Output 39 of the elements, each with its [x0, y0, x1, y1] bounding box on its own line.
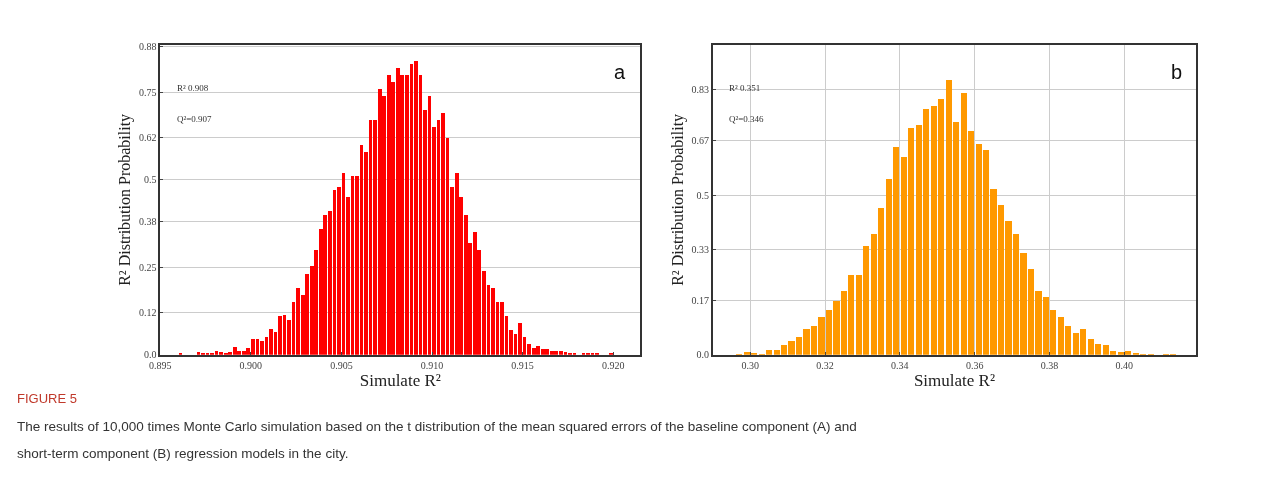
y-tick-label: 0.67: [691, 135, 710, 147]
y-tick-label: 0.5: [144, 174, 157, 186]
y-tick-label: 0.5: [696, 189, 710, 201]
x-tick-label: 0.915: [511, 359, 534, 371]
y-tick-label: 0.17: [691, 295, 710, 306]
annotation: R² 0.351: [729, 83, 761, 93]
x-tick-label: 0.920: [601, 359, 625, 371]
x-tick-label: 0.30: [741, 359, 759, 371]
x-tick-label: 0.900: [239, 359, 263, 371]
y-tick-label: 0.38: [139, 216, 157, 228]
x-tick-label: 0.40: [1115, 359, 1134, 371]
x-axis-title: Simulate R²: [913, 370, 996, 390]
x-tick-label: 0.905: [330, 359, 353, 371]
x-tick-label: 0.895: [149, 359, 172, 371]
y-tick-label: 0.12: [139, 307, 157, 319]
annotation: b: [1171, 61, 1183, 83]
y-axis-title: R² Distribution Probability: [116, 113, 135, 286]
y-tick-label: 0.75: [139, 86, 157, 98]
y-tick-label: 0.88: [139, 41, 157, 53]
x-axis-title: Simulate R²: [359, 370, 441, 390]
x-tick-label: 0.32: [816, 359, 834, 371]
annotation: Q²=0.907: [177, 114, 213, 124]
y-tick-label: 0.0: [144, 349, 157, 361]
y-tick-label: 0.0: [696, 349, 710, 361]
x-tick-label: 0.34: [891, 359, 909, 371]
annotation: R² 0.908: [177, 83, 209, 93]
x-tick-label: 0.910: [420, 359, 444, 371]
text: short-term component (B) regression models in the city.: [17, 446, 349, 461]
x-tick-label: 0.36: [965, 359, 984, 371]
y-tick-label: 0.25: [139, 261, 157, 273]
caption: FIGURE 5: [17, 391, 77, 406]
text: The results of 10,000 times Monte Carlo simulation based on the t distribution of the mean squared errors of the baseline component (A) and: [17, 419, 857, 434]
y-tick-label: 0.83: [691, 84, 710, 96]
y-tick-label: 0.33: [691, 243, 710, 255]
x-tick-label: 0.38: [1040, 359, 1059, 371]
y-axis-title: R² Distribution Probability: [668, 113, 687, 286]
annotation: a: [614, 61, 626, 83]
annotation: Q²=0.346: [729, 114, 765, 124]
y-tick-label: 0.62: [139, 132, 157, 144]
